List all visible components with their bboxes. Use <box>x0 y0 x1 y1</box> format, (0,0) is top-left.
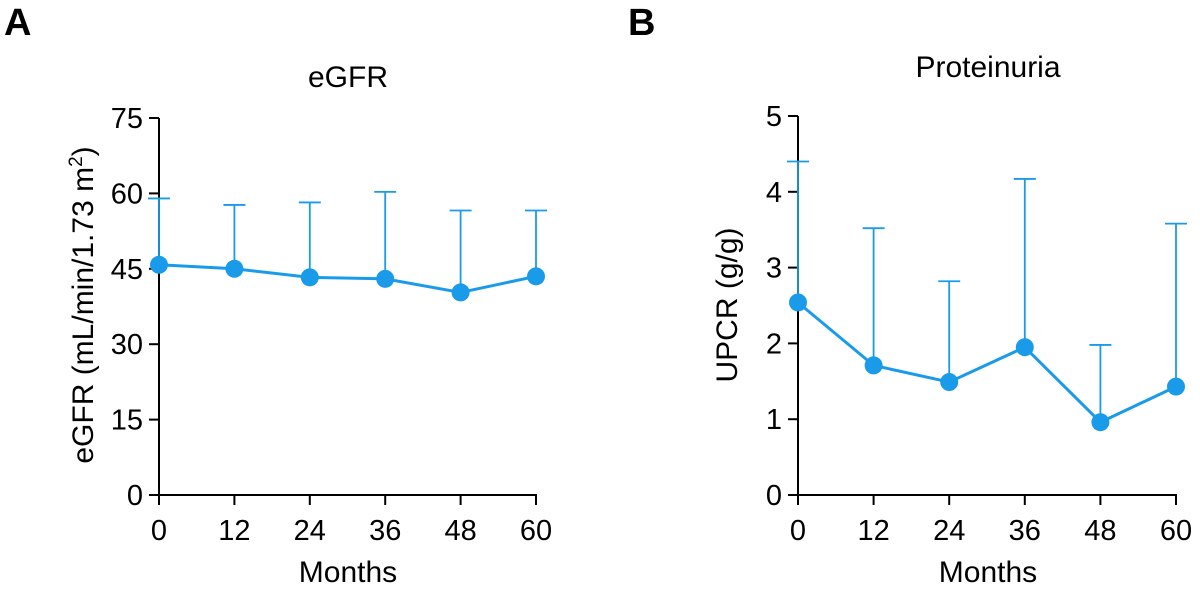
data-point <box>1015 338 1034 357</box>
x-tick-label: 36 <box>1009 515 1041 547</box>
y-tick-label: 5 <box>766 101 782 133</box>
y-axis-label-superscript: 2 <box>66 156 87 167</box>
y-tick-label: 75 <box>111 103 143 135</box>
x-tick-label: 48 <box>1084 515 1116 547</box>
x-tick-label: 60 <box>520 515 552 547</box>
x-axis-label: Months <box>299 556 397 589</box>
y-tick-label: 3 <box>766 253 782 285</box>
x-axis-label: Months <box>939 556 1037 589</box>
panel-label-a: A <box>4 2 31 44</box>
data-point <box>1091 413 1110 432</box>
data-point <box>300 268 319 287</box>
series-line <box>158 263 537 294</box>
y-tick-label: 4 <box>766 177 782 209</box>
data-point <box>789 293 807 312</box>
y-tick-label: 0 <box>127 480 143 512</box>
y-axis-label-end: ) <box>67 146 100 156</box>
y-axis-label-main: eGFR (mL/min/1.73 m <box>67 167 100 464</box>
y-tick-label: 45 <box>111 254 143 286</box>
chart-title: Proteinuria <box>915 51 1060 84</box>
data-point <box>1167 377 1185 396</box>
x-tick-label: 12 <box>218 515 250 547</box>
data-point <box>864 356 883 375</box>
data-point <box>376 269 395 288</box>
y-axis-label-main: UPCR (g/g) <box>711 227 744 382</box>
x-tick-label: 24 <box>933 515 965 547</box>
y-tick-label: 30 <box>111 329 143 361</box>
x-tick-label: 60 <box>1160 515 1192 547</box>
y-tick-label: 60 <box>111 178 143 210</box>
data-point <box>225 259 244 278</box>
x-tick-label: 0 <box>790 515 806 547</box>
x-tick-label: 36 <box>369 515 401 547</box>
y-tick-label: 15 <box>111 405 143 437</box>
x-tick-label: 24 <box>294 515 326 547</box>
y-axis-label: eGFR (mL/min/1.73 m2) <box>66 146 100 463</box>
plot-area: 0 15 30 45 60 75 0 12 24 36 48 60 <box>111 103 552 547</box>
y-tick-label: 2 <box>766 328 782 360</box>
series-line <box>797 301 1177 424</box>
data-point <box>451 283 470 302</box>
x-tick-label: 48 <box>444 515 476 547</box>
chart-title: eGFR <box>308 61 388 94</box>
y-axis-label: UPCR (g/g) <box>711 227 744 382</box>
x-tick-label: 12 <box>857 515 889 547</box>
data-point <box>527 267 545 286</box>
panel-label-b: B <box>628 2 655 44</box>
y-tick-label: 1 <box>766 404 782 436</box>
x-tick-label: 0 <box>151 515 167 547</box>
data-point <box>150 255 168 274</box>
panel-a-egfr-chart: A eGFR 0 15 30 45 60 75 0 12 24 36 48 60 Months eGF… <box>4 2 552 589</box>
data-point <box>940 373 959 392</box>
y-tick-label: 0 <box>766 480 782 512</box>
